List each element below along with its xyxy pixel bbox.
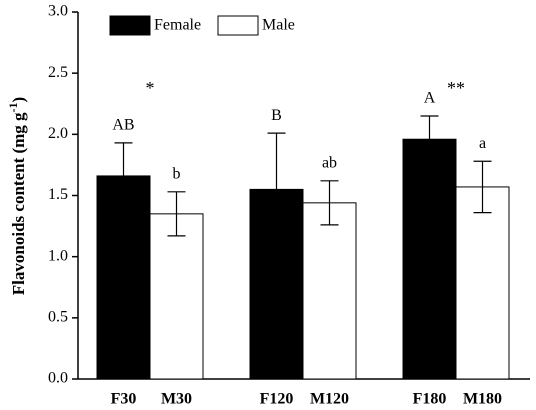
x-tick-label: M30 xyxy=(161,391,192,408)
significance-letter: a xyxy=(479,135,486,152)
legend-swatch xyxy=(109,15,151,36)
y-tick-label: 2.0 xyxy=(48,125,68,142)
y-label-main: Flavonoids content (mg g xyxy=(9,112,28,295)
bar xyxy=(402,138,457,380)
x-tick-label: M180 xyxy=(463,391,502,408)
bar xyxy=(149,213,204,380)
significance-letter: AB xyxy=(112,117,134,134)
y-axis-label: Flavonoids content (mg g-1) xyxy=(6,97,28,295)
x-tick-label: F180 xyxy=(413,391,447,408)
y-tick-label: 0.5 xyxy=(48,309,68,326)
legend-label: Male xyxy=(262,17,295,34)
significance-letter: B xyxy=(271,107,282,124)
significance-letter: ab xyxy=(322,154,337,171)
y-label-sup: -1 xyxy=(6,102,20,112)
bar xyxy=(302,202,357,380)
y-tick-label: 1.0 xyxy=(48,247,68,264)
x-tick-label: M120 xyxy=(310,391,349,408)
legend-swatch xyxy=(217,15,259,36)
x-tick-label: F120 xyxy=(260,391,294,408)
x-tick-label: F30 xyxy=(111,391,137,408)
significance-star: * xyxy=(146,78,155,98)
y-label-end: ) xyxy=(9,97,28,103)
significance-letter: A xyxy=(424,90,436,107)
significance-letter: b xyxy=(173,166,181,183)
y-tick-label: 1.5 xyxy=(48,186,68,203)
legend-label: Female xyxy=(154,17,201,34)
bar xyxy=(455,186,510,380)
significance-star: ** xyxy=(447,78,465,98)
y-tick-label: 0.0 xyxy=(48,370,68,387)
y-tick-label: 2.5 xyxy=(48,64,68,81)
y-tick-label: 3.0 xyxy=(48,3,68,20)
